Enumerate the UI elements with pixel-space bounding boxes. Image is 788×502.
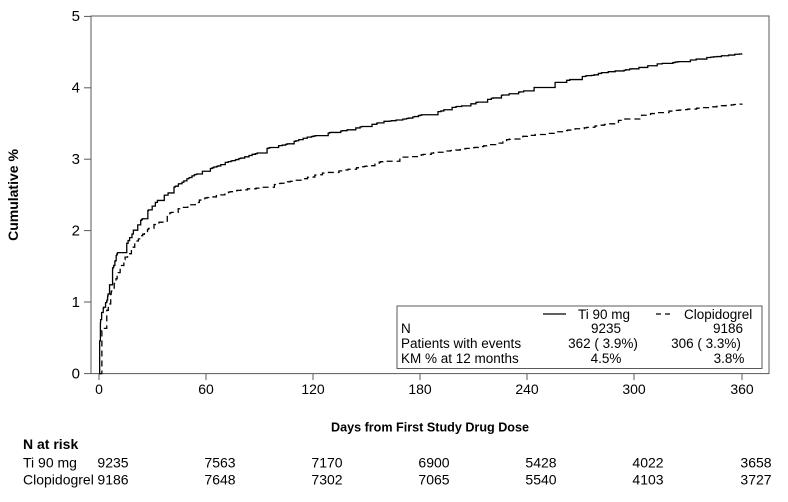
svg-text:9186: 9186 — [713, 321, 743, 336]
svg-text:N: N — [401, 321, 411, 336]
svg-text:7170: 7170 — [311, 455, 342, 471]
svg-text:1: 1 — [72, 294, 80, 311]
svg-text:N at risk: N at risk — [23, 436, 78, 452]
svg-text:300: 300 — [622, 381, 646, 397]
svg-text:9235: 9235 — [591, 321, 621, 336]
svg-text:4: 4 — [72, 80, 80, 97]
svg-text:Ti 90 mg: Ti 90 mg — [578, 307, 630, 322]
svg-text:306 ( 3.3%): 306 ( 3.3%) — [671, 336, 741, 351]
svg-text:7302: 7302 — [311, 472, 342, 488]
svg-text:7563: 7563 — [204, 455, 235, 471]
svg-text:3727: 3727 — [740, 472, 771, 488]
svg-text:9235: 9235 — [97, 455, 128, 471]
svg-text:Patients with events: Patients with events — [401, 336, 521, 351]
svg-text:4103: 4103 — [632, 472, 663, 488]
svg-text:4022: 4022 — [632, 455, 663, 471]
svg-text:0: 0 — [72, 366, 80, 383]
svg-text:6900: 6900 — [418, 455, 449, 471]
svg-text:5540: 5540 — [525, 472, 556, 488]
svg-text:120: 120 — [301, 381, 325, 397]
svg-text:0: 0 — [95, 381, 103, 397]
svg-text:Days from First Study Drug Dos: Days from First Study Drug Dose — [331, 421, 529, 435]
svg-text:3.8%: 3.8% — [714, 351, 745, 366]
svg-text:5428: 5428 — [525, 455, 556, 471]
svg-text:5: 5 — [72, 8, 80, 25]
svg-text:7648: 7648 — [204, 472, 235, 488]
svg-text:Cumulative %: Cumulative % — [5, 149, 21, 241]
svg-text:Clopidogrel: Clopidogrel — [684, 307, 752, 322]
svg-text:KM % at 12 months: KM % at 12 months — [401, 351, 519, 366]
svg-text:240: 240 — [515, 381, 539, 397]
svg-text:3: 3 — [72, 151, 80, 168]
svg-text:360: 360 — [730, 381, 754, 397]
svg-text:3658: 3658 — [740, 455, 771, 471]
svg-text:Ti 90 mg: Ti 90 mg — [23, 455, 77, 471]
svg-text:9186: 9186 — [97, 472, 128, 488]
svg-text:60: 60 — [198, 381, 214, 397]
svg-text:2: 2 — [72, 223, 80, 240]
svg-text:Clopidogrel: Clopidogrel — [23, 472, 94, 488]
svg-text:4.5%: 4.5% — [591, 351, 622, 366]
svg-text:362 ( 3.9%): 362 ( 3.9%) — [568, 336, 638, 351]
svg-text:180: 180 — [408, 381, 432, 397]
svg-text:7065: 7065 — [418, 472, 449, 488]
